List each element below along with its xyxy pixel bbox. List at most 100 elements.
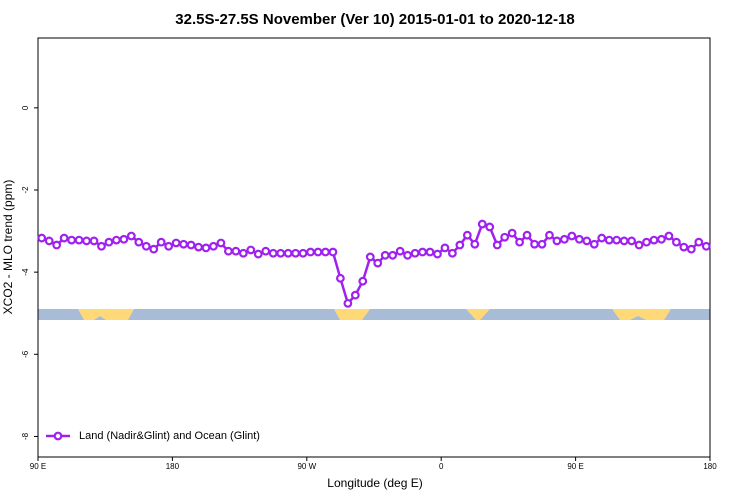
data-point	[679, 242, 689, 252]
data-point	[306, 247, 315, 257]
data-point	[171, 238, 181, 248]
x-tick-label: 180	[703, 462, 717, 471]
data-point	[246, 245, 256, 255]
data-point	[291, 248, 301, 258]
y-tick-label: -2	[21, 186, 30, 194]
data-point	[634, 240, 644, 250]
x-tick-label: 180	[166, 462, 180, 471]
y-tick-label: -4	[21, 268, 30, 276]
data-point	[350, 290, 360, 300]
data-point	[119, 234, 129, 244]
data-point	[500, 232, 510, 242]
data-point	[313, 247, 323, 257]
plot-frame	[37, 37, 711, 458]
data-point	[111, 235, 121, 245]
y-tick-label: -6	[21, 350, 30, 358]
data-point	[552, 236, 562, 246]
x-axis-label: Longitude (deg E)	[327, 476, 422, 490]
data-point	[59, 233, 69, 243]
data-point	[462, 230, 472, 240]
data-point	[470, 239, 480, 249]
x-tick-label: 90 E	[30, 462, 46, 471]
land-band	[612, 309, 671, 320]
data-point	[216, 238, 226, 248]
data-point	[701, 241, 711, 251]
data-point	[37, 233, 47, 243]
chart-title: 32.5S-27.5S November (Ver 10) 2015-01-01…	[175, 11, 574, 28]
data-point	[597, 233, 607, 243]
data-point	[373, 258, 383, 268]
data-point	[604, 235, 614, 245]
data-point	[545, 230, 554, 240]
data-point	[425, 247, 435, 257]
data-point	[440, 243, 450, 253]
data-point	[522, 230, 532, 240]
data-point	[672, 237, 681, 247]
data-point	[321, 247, 330, 257]
x-tick-label: 90 W	[297, 462, 316, 471]
data-point	[82, 236, 91, 246]
data-point	[627, 236, 636, 246]
data-point	[537, 239, 547, 249]
y-tick-label: 0	[21, 105, 30, 110]
data-point	[403, 250, 413, 260]
data-point	[664, 231, 674, 241]
data-point	[156, 237, 166, 247]
data-point	[164, 241, 174, 251]
land-band	[334, 309, 370, 320]
data-point	[388, 250, 398, 260]
data-point	[134, 237, 144, 247]
data-point	[104, 237, 114, 247]
data-point	[365, 252, 375, 262]
data-point	[336, 273, 345, 283]
data-point	[380, 250, 390, 260]
data-point	[358, 276, 368, 286]
data-point	[686, 244, 696, 254]
data-point	[694, 237, 704, 247]
data-point	[149, 244, 159, 254]
land-band	[78, 309, 134, 320]
data-point	[97, 241, 106, 251]
data-point	[179, 239, 189, 249]
data-point	[410, 248, 420, 258]
data-point	[582, 236, 592, 246]
data-point	[186, 240, 196, 250]
data-point	[74, 235, 84, 245]
y-tick-label: -8	[21, 432, 30, 440]
data-point	[455, 240, 465, 250]
data-point	[89, 236, 99, 246]
data-point	[612, 235, 622, 245]
data-point	[253, 249, 263, 259]
data-point	[418, 247, 427, 257]
data-point	[477, 219, 487, 229]
data-point	[567, 231, 577, 241]
data-point	[657, 234, 666, 244]
data-point	[560, 234, 569, 244]
data-point	[492, 240, 502, 250]
data-point	[231, 246, 241, 256]
data-point	[343, 298, 353, 308]
y-axis-label: XCO2 - MLO trend (ppm)	[1, 180, 15, 315]
data-point	[530, 239, 539, 249]
data-point	[448, 248, 457, 258]
data-point	[276, 248, 286, 258]
data-point	[642, 237, 651, 247]
data-point	[238, 248, 248, 258]
ocean-band	[38, 309, 710, 320]
data-point	[268, 248, 278, 258]
land-band	[466, 309, 490, 320]
data-point	[194, 242, 203, 252]
data-point	[619, 236, 629, 246]
data-point	[261, 246, 271, 256]
data-point	[52, 240, 62, 250]
x-tick-label: 0	[439, 462, 444, 471]
data-point	[209, 241, 218, 251]
x-tick-label: 90 E	[567, 462, 583, 471]
data-point	[574, 234, 584, 244]
legend-label: Land (Nadir&Glint) and Ocean (Glint)	[79, 430, 260, 442]
data-point	[201, 243, 211, 253]
data-point	[589, 239, 599, 249]
data-point	[515, 237, 524, 247]
data-point	[485, 222, 495, 232]
